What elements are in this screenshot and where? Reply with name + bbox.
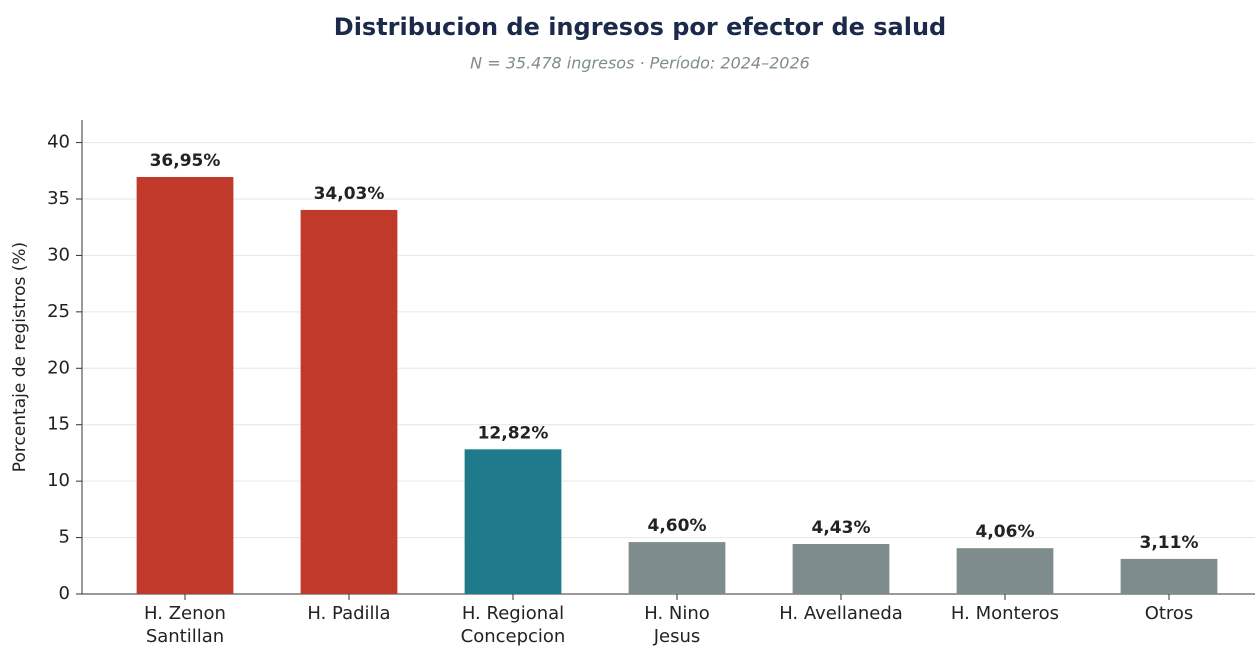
x-tick-label: H. Zenon Santillan <box>144 603 226 647</box>
x-tick-label: H. Nino Jesus <box>644 603 710 647</box>
bar <box>136 176 234 594</box>
bar <box>300 209 398 594</box>
y-tick-label: 20 <box>47 357 70 378</box>
y-tick-label: 0 <box>59 583 70 604</box>
chart-title: Distribucion de ingresos por efector de … <box>334 13 946 41</box>
y-tick-label: 40 <box>47 132 70 153</box>
chart-subtitle: N = 35.478 ingresos · Período: 2024–2026 <box>470 54 810 73</box>
bar <box>1120 558 1218 594</box>
y-axis-label: Porcentaje de registros (%) <box>10 242 30 472</box>
y-tick-label: 35 <box>47 188 70 209</box>
x-tick-label: H. Padilla <box>307 603 390 624</box>
y-tick-label: 25 <box>47 301 70 322</box>
bar <box>628 542 726 594</box>
data-label: 4,43% <box>812 518 871 538</box>
data-label: 34,03% <box>314 184 385 204</box>
bar <box>956 548 1054 594</box>
y-tick-label: 15 <box>47 414 70 435</box>
bar <box>464 449 562 594</box>
x-tick-label: H. Regional Concepcion <box>461 603 566 647</box>
y-tick-label: 10 <box>47 470 70 491</box>
x-tick-label: Otros <box>1145 603 1194 624</box>
x-tick-label: H. Monteros <box>951 603 1059 624</box>
bar <box>792 544 890 594</box>
data-label: 12,82% <box>478 423 549 443</box>
x-tick-label: H. Avellaneda <box>779 603 903 624</box>
data-label: 4,60% <box>648 516 707 536</box>
data-label: 4,06% <box>976 522 1035 542</box>
y-tick-label: 5 <box>59 527 70 548</box>
data-label: 3,11% <box>1140 533 1199 553</box>
data-label: 36,95% <box>150 151 221 171</box>
y-tick-label: 30 <box>47 244 70 265</box>
